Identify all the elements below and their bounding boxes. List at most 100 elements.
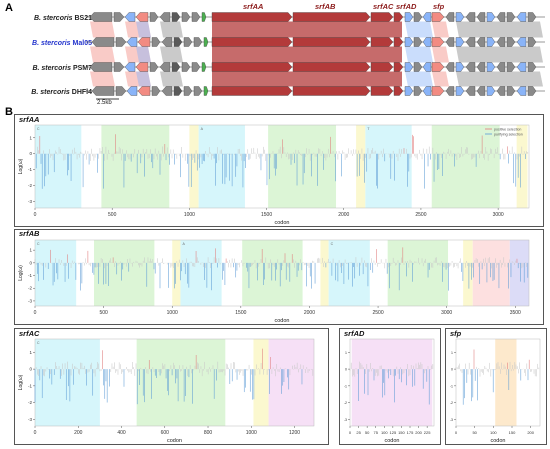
- gene-arrow: [506, 86, 516, 96]
- srf-gene-arrow: [292, 86, 371, 96]
- synteny-ribbon: [125, 46, 151, 63]
- gene-arrow: [496, 62, 506, 72]
- gene-arrow: [476, 37, 486, 47]
- selection-plot-srfAC: 0 200 400 600 800 1000 1200 1 0 -1 -2 -3 codon Log(ω)…: [18, 338, 315, 444]
- gene-arrow: [191, 62, 201, 72]
- gene-arrow: [527, 37, 537, 47]
- gene-arrow: [455, 62, 465, 72]
- domain-band: [365, 125, 412, 208]
- synteny-ribbon: [432, 71, 449, 87]
- gene-arrow: [201, 12, 207, 22]
- srf-gene-arrow: [370, 86, 394, 96]
- domain-label: C: [331, 242, 334, 246]
- gene-arrow: [445, 62, 455, 72]
- y-tick-label: -3: [450, 418, 453, 422]
- y-tick-label: 0: [29, 151, 32, 156]
- gene-arrow: [445, 37, 455, 47]
- y-tick-label: 1: [345, 351, 347, 355]
- legend-label: purifying selection: [494, 133, 523, 137]
- gene-arrow: [422, 62, 432, 72]
- gene-arrow: [496, 86, 506, 96]
- x-tick-label: 150: [509, 430, 516, 435]
- y-tick-label: -3: [28, 417, 32, 422]
- gene-arrow: [516, 62, 527, 72]
- plot-frame: [455, 338, 541, 427]
- domain-band: [320, 240, 329, 306]
- gene-arrow: [506, 12, 516, 22]
- gene-arrow: [465, 86, 476, 96]
- domain-label: A: [182, 242, 185, 246]
- subpanel-title: srfAA: [19, 115, 40, 124]
- x-tick-label: 500: [108, 212, 117, 218]
- gene-arrow: [183, 86, 193, 96]
- y-tick-label: 1: [29, 135, 32, 140]
- gene-arrow: [465, 62, 476, 72]
- domain-label: C: [37, 341, 40, 345]
- gene-arrow: [516, 37, 527, 47]
- synteny-ribbon: [405, 46, 433, 63]
- domain-band: [516, 125, 528, 208]
- domain-band: [242, 240, 303, 306]
- gene-arrow: [124, 12, 136, 22]
- y-axis-label: Log(ω): [18, 158, 24, 174]
- y-tick-label: 1: [451, 351, 453, 355]
- domain-band: [101, 125, 170, 208]
- selection-plot-srfAA: 0 500 1000 1500 2000 2500 3000 1 0 -1 -2 -3 codon Log…: [18, 124, 530, 226]
- gene-cluster-diagram: [86, 12, 545, 100]
- x-tick-label: 1500: [261, 212, 272, 218]
- gene-arrow: [476, 62, 486, 72]
- gene-arrow: [413, 62, 423, 72]
- synteny-ribbon: [432, 21, 449, 38]
- domain-band: [472, 240, 510, 306]
- domain-band: [351, 339, 433, 426]
- x-tick-label: 75: [373, 430, 378, 435]
- synteny-ribbon: [160, 21, 183, 38]
- x-tick-label: 600: [161, 430, 170, 436]
- domain-band: [356, 125, 366, 208]
- y-axis-label: Log(ω): [18, 374, 24, 390]
- synteny-ribbon: [90, 46, 115, 63]
- gene-arrow: [126, 86, 138, 96]
- subpanel-title: srfAC: [19, 329, 40, 338]
- x-tick-label: 3000: [441, 310, 452, 316]
- x-axis-label: codon: [491, 438, 506, 444]
- gene-arrow: [422, 12, 432, 22]
- gene-arrow: [159, 62, 171, 72]
- strain-label-3: B. stercoris PSM7: [32, 65, 92, 72]
- gene-arrow: [476, 12, 486, 22]
- gene-arrow: [455, 12, 465, 22]
- x-tick-label: 200: [415, 430, 422, 435]
- y-tick-label: -3: [344, 418, 347, 422]
- subpanel-srfAA: srfAA 0 500 1000 1500 2000 2500 3000 1 0 -1 -2 -3 co…: [14, 114, 544, 227]
- x-tick-label: 200: [527, 430, 534, 435]
- y-tick-label: -1: [28, 383, 32, 388]
- domain-label: C: [37, 242, 40, 246]
- gene-arrow: [201, 62, 207, 72]
- gene-arrow: [149, 12, 159, 22]
- y-tick-label: -2: [28, 400, 32, 405]
- synteny-ribbon: [90, 21, 115, 38]
- domain-band: [495, 339, 517, 426]
- domain-label: A: [201, 127, 204, 131]
- y-tick-label: -2: [344, 401, 347, 405]
- domain-band: [509, 240, 529, 306]
- x-tick-label: 3000: [493, 212, 504, 218]
- gene-arrow: [149, 62, 159, 72]
- synteny-ribbon: [136, 71, 151, 87]
- gene-arrow: [527, 12, 537, 22]
- domain-band: [180, 240, 222, 306]
- synteny-ribbon: [405, 71, 433, 87]
- domain-band: [94, 240, 155, 306]
- gene-arrow: [445, 86, 455, 96]
- gene-arrow: [124, 62, 136, 72]
- y-tick-label: -3: [28, 199, 32, 204]
- x-tick-label: 0: [349, 430, 352, 435]
- gene-arrow: [516, 86, 527, 96]
- selection-plot-srfAB: 0 500 1000 1500 2000 2500 3000 3500 1 0 -1 -2 -3 codo…: [18, 239, 530, 324]
- x-tick-label: 3500: [510, 310, 521, 316]
- y-tick-label: 1: [29, 350, 32, 355]
- gene-arrow: [445, 12, 455, 22]
- synteny-ribbon: [136, 46, 151, 63]
- x-tick-label: 50: [472, 430, 477, 435]
- selection-plot-srfAD: 0 25 50 75 100 125 150 175 200 225 1 0 -1 -2 -3 codon: [344, 338, 435, 444]
